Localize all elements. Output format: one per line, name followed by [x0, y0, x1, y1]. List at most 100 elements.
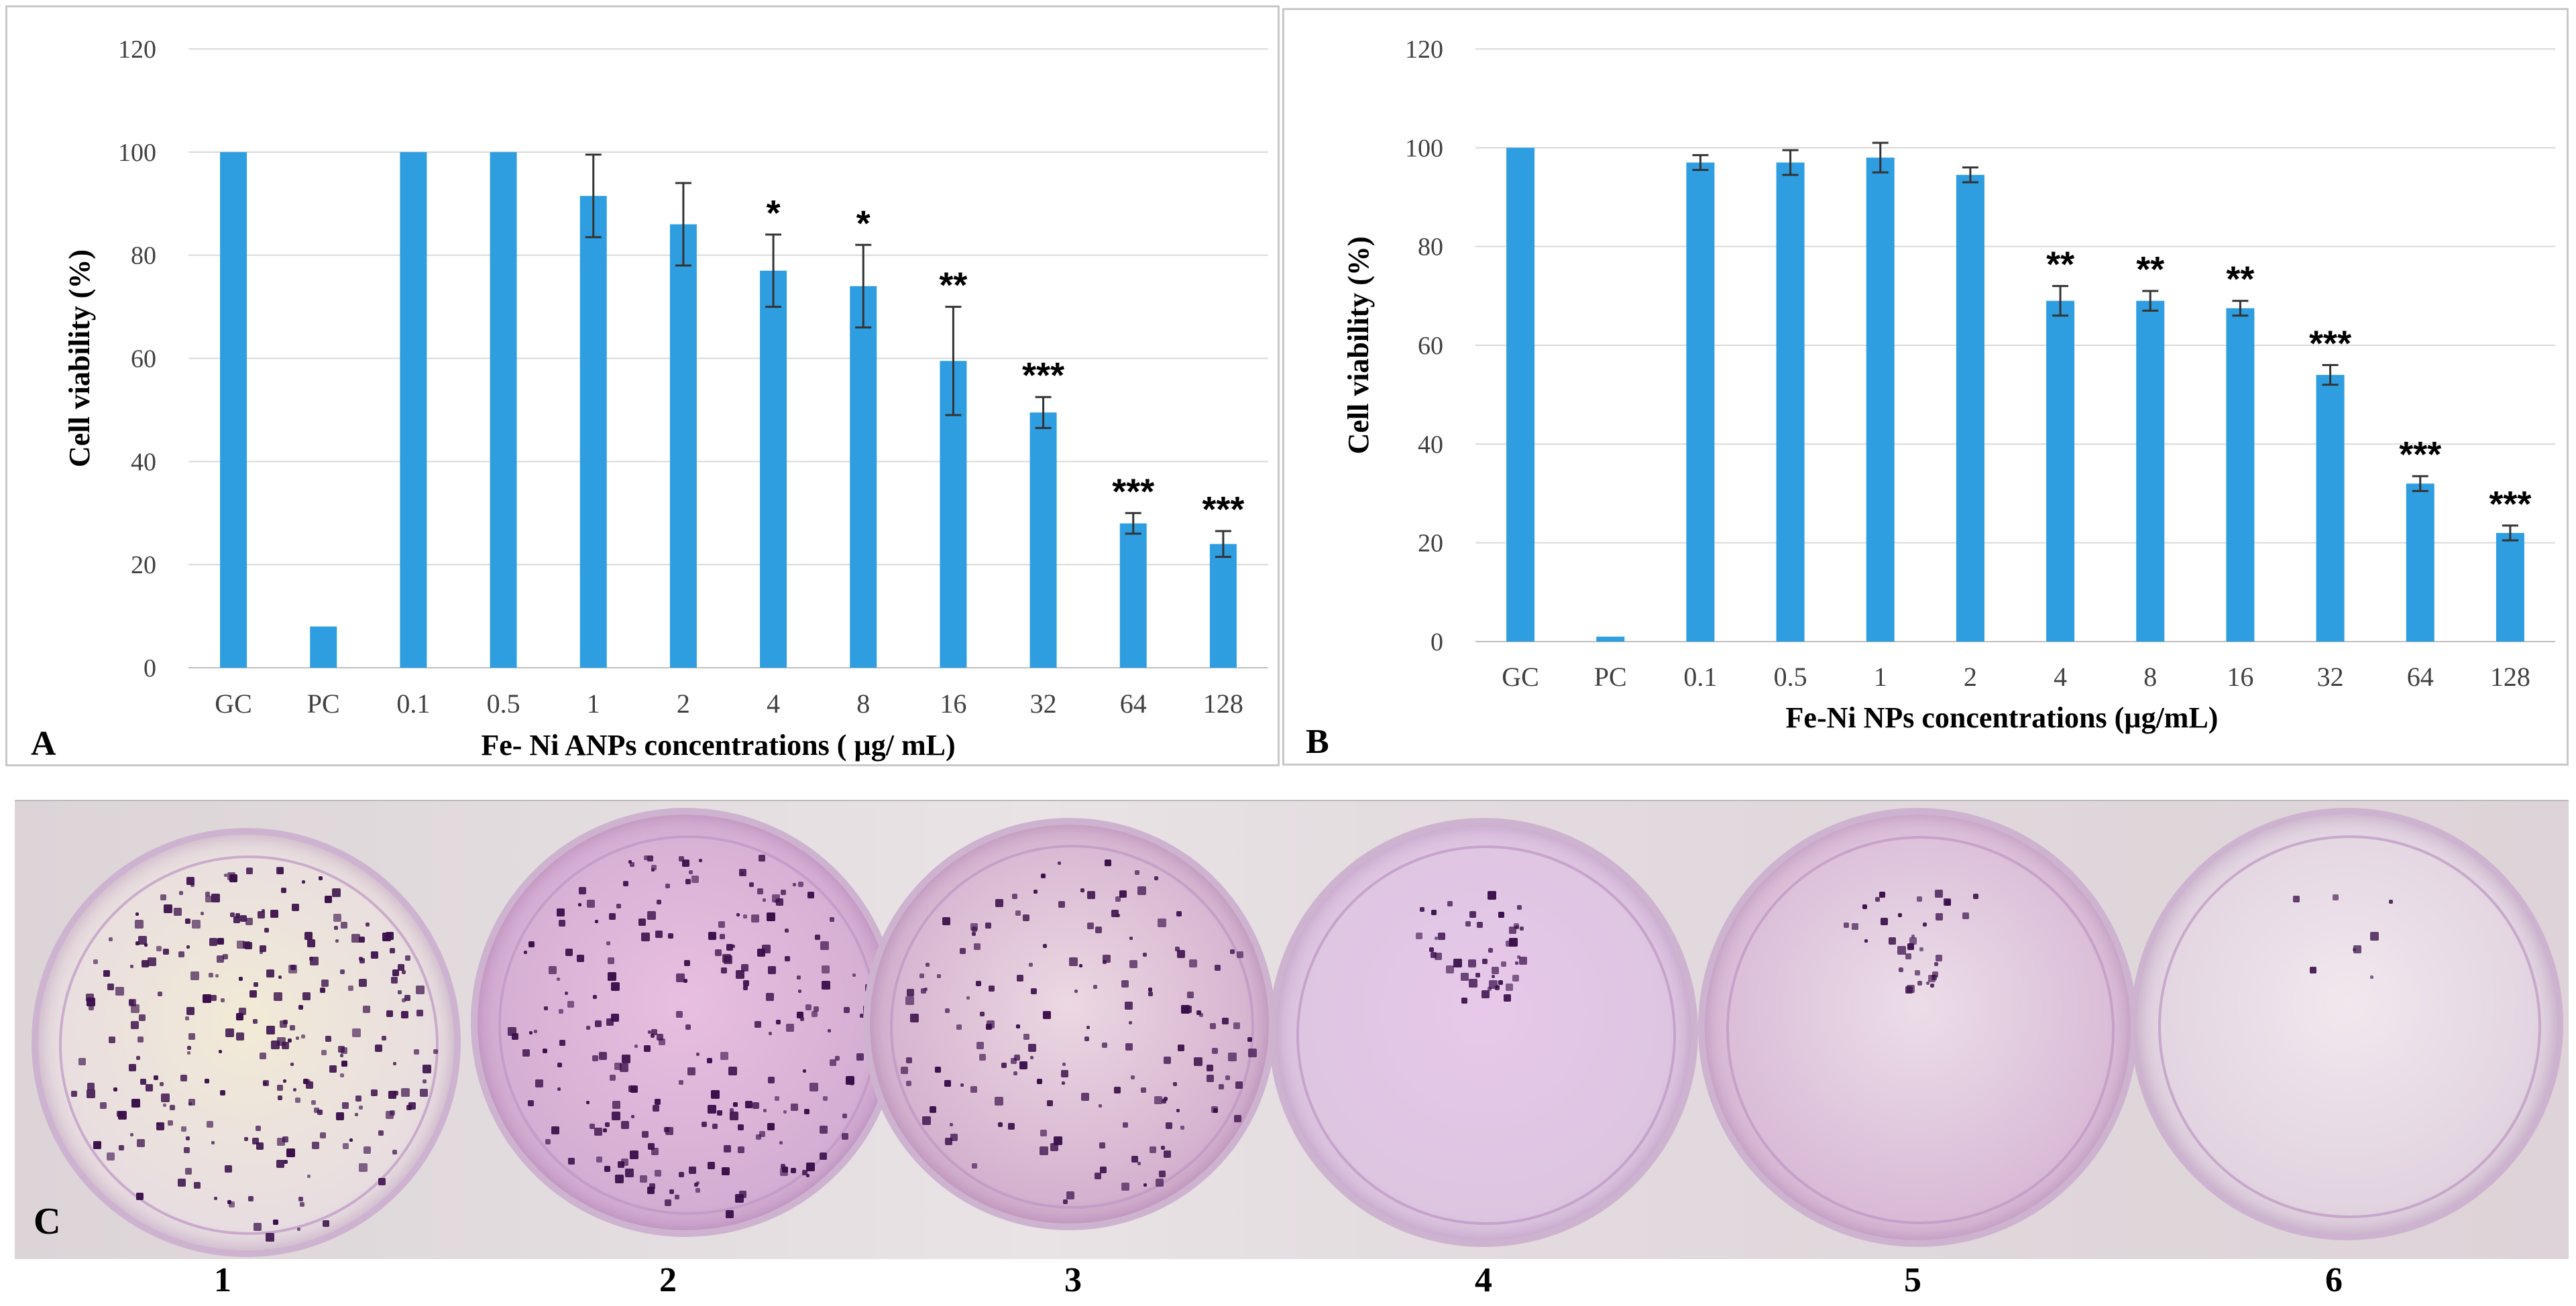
- colony-dot: [86, 1089, 95, 1098]
- colony-dot: [1506, 983, 1514, 991]
- colony-dot: [239, 976, 243, 981]
- colony-dot: [1930, 983, 1935, 988]
- colony-dot: [820, 941, 830, 951]
- colony-dot: [1488, 986, 1492, 991]
- colony-dot: [793, 882, 797, 886]
- colony-dot: [995, 899, 1003, 908]
- colony-dot: [260, 951, 264, 955]
- colony-dot: [1080, 1093, 1089, 1102]
- colony-dot: [187, 1045, 192, 1050]
- colony-dot: [1453, 959, 1463, 968]
- colony-dot: [113, 1087, 118, 1092]
- colony-dot: [246, 867, 254, 874]
- colony-dot: [282, 1136, 289, 1143]
- colony-dot: [651, 1147, 659, 1155]
- colony-dot: [1207, 1074, 1215, 1082]
- colony-dot: [1229, 949, 1235, 955]
- petri-dish-6: [2131, 808, 2563, 1240]
- colony-dot: [249, 990, 257, 998]
- colony-dot: [278, 975, 282, 980]
- colony-dot: [208, 972, 213, 977]
- colony-dot: [684, 960, 691, 966]
- colony-dot: [807, 891, 814, 898]
- colony-dot: [723, 1144, 731, 1152]
- colony-dot: [329, 1065, 337, 1073]
- colony-dot: [1030, 1056, 1034, 1060]
- colony-dot: [667, 933, 673, 939]
- category-label-b-7: 8: [2143, 662, 2157, 692]
- colony-dot: [909, 1014, 919, 1023]
- colony-dot: [296, 1227, 300, 1231]
- category-label-b-5: 2: [1964, 662, 1977, 692]
- colony-dot: [905, 996, 914, 1006]
- colony-dot: [922, 1116, 932, 1125]
- colony-dot: [859, 1013, 864, 1018]
- colony-dot: [1176, 911, 1182, 917]
- colony-dot: [644, 855, 649, 860]
- colony-dot: [259, 945, 266, 953]
- colony-dot: [1099, 1142, 1106, 1148]
- colony-dot: [647, 1142, 655, 1150]
- colony-dot: [1905, 986, 1913, 994]
- colony-dot: [559, 919, 566, 927]
- colony-dot: [1135, 870, 1140, 876]
- colony-dot: [1429, 947, 1434, 952]
- colony-dot: [1013, 1071, 1018, 1076]
- colony-dot: [358, 936, 365, 943]
- colony-dot: [129, 998, 137, 1006]
- colony-dot: [257, 910, 265, 918]
- dish-label-1: 1: [214, 1261, 231, 1299]
- colony-dot: [332, 888, 341, 897]
- colony-dot: [1061, 1081, 1065, 1085]
- colony-dot: [742, 914, 747, 918]
- colony-dot: [358, 957, 363, 961]
- colony-dot: [944, 1138, 952, 1146]
- colony-dot: [401, 998, 406, 1002]
- colony-dot: [608, 957, 615, 964]
- colony-dot: [798, 989, 802, 993]
- colony-dot: [1017, 974, 1024, 982]
- colony-dot: [728, 1067, 738, 1076]
- significance-mark-a-7: *: [856, 203, 871, 243]
- colony-dot: [191, 920, 201, 929]
- colony-dot: [138, 1014, 146, 1022]
- colony-dot: [966, 996, 970, 1000]
- category-label-a-10: 64: [1120, 689, 1147, 719]
- colony-dot: [1121, 980, 1129, 988]
- petri-dish-1: [32, 828, 461, 1257]
- colony-dot: [730, 1112, 739, 1121]
- petri-dish-inner-6: [2158, 835, 2541, 1218]
- colony-dot: [1515, 925, 1520, 929]
- colony-dot: [1189, 959, 1198, 967]
- colony-dot: [763, 898, 767, 902]
- category-label-b-6: 4: [2054, 662, 2067, 692]
- colony-dot: [1159, 1171, 1166, 1178]
- y-tick-label-b-100: 100: [1405, 134, 1443, 162]
- colony-dot: [1036, 1078, 1042, 1084]
- colony-dot: [355, 1095, 361, 1102]
- significance-mark-b-8: **: [2226, 259, 2254, 300]
- colony-dot: [647, 855, 653, 862]
- colony-dot: [1881, 917, 1889, 925]
- significance-mark-b-6: **: [2046, 245, 2074, 285]
- colony-dot: [386, 1010, 394, 1018]
- colony-dot: [559, 1039, 566, 1046]
- colony-dot: [1879, 891, 1885, 898]
- colony-dot: [1014, 1055, 1021, 1061]
- colony-dot: [1154, 1096, 1162, 1105]
- colony-dot: [161, 1093, 170, 1103]
- colony-dot: [1019, 1061, 1027, 1070]
- colony-dot: [1062, 1199, 1068, 1205]
- colony-dot: [266, 1026, 275, 1035]
- colony-dot: [408, 1102, 416, 1110]
- colony-dot: [406, 1104, 412, 1110]
- category-label-b-10: 64: [2407, 662, 2434, 692]
- colony-dot: [630, 1115, 634, 1119]
- colony-dot: [979, 1011, 985, 1016]
- colony-dot: [298, 1004, 304, 1010]
- colony-dot: [1211, 1106, 1219, 1114]
- colony-dot: [342, 1102, 349, 1109]
- colony-dot: [131, 1021, 139, 1030]
- colony-dot: [404, 994, 411, 1001]
- colony-dot: [340, 969, 345, 974]
